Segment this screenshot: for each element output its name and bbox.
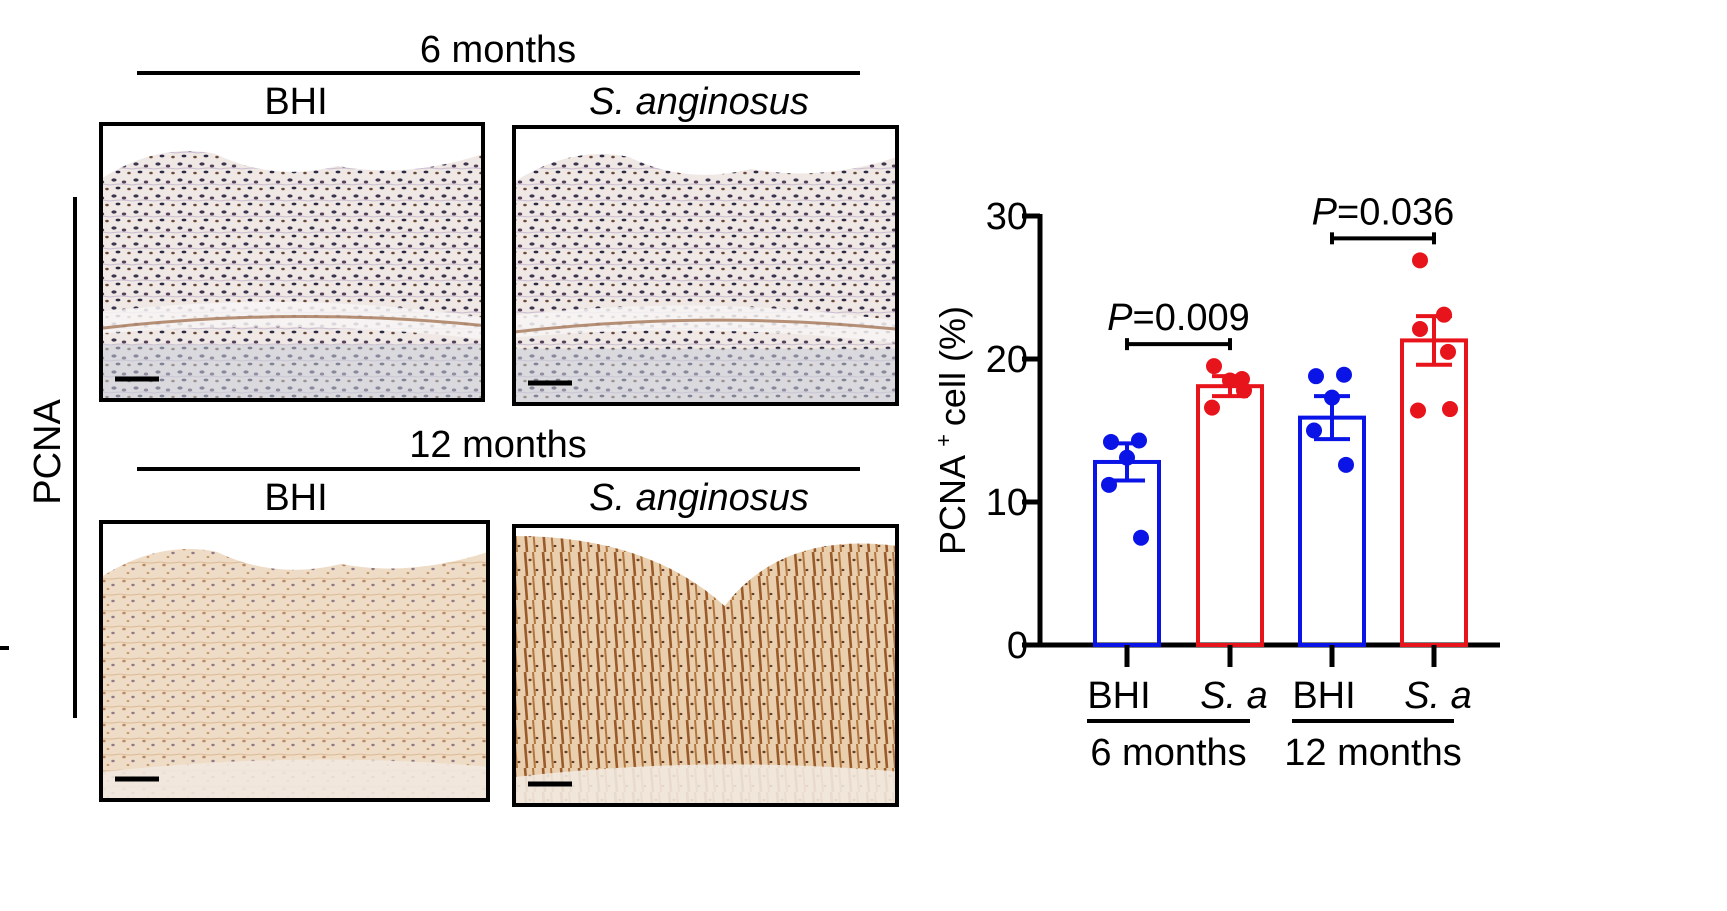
data-point — [1222, 372, 1238, 389]
data-point — [1410, 402, 1426, 419]
data-point — [1133, 529, 1149, 546]
data-point — [1412, 320, 1428, 337]
data-point — [1119, 449, 1135, 466]
bar — [1196, 384, 1264, 647]
x-tick-label: BHI — [1087, 675, 1150, 717]
column-label: BHI — [264, 477, 327, 519]
submucosa-band — [101, 759, 488, 800]
data-point — [1206, 358, 1222, 375]
p-value-label: P=0.036 — [1312, 191, 1455, 233]
micrograph-image — [99, 122, 485, 402]
data-point — [1308, 368, 1324, 385]
y-axis-label-suffix: cell (%) — [932, 306, 973, 426]
y-axis-label-main: PCNA — [932, 455, 973, 555]
p-value-label: P=0.009 — [1107, 297, 1250, 339]
micrograph-image — [512, 125, 899, 406]
x-tick-label: BHI — [1292, 675, 1355, 717]
lumen-area — [514, 526, 897, 606]
bar-chart: 0 10 20 30 PCNA + cell (%) BHI S. a BHI S. a 6 mont… — [931, 191, 1500, 774]
data-point — [1103, 433, 1119, 450]
muscle-line — [100, 314, 484, 330]
y-tick-label: 10 — [986, 482, 1028, 524]
data-point — [1412, 252, 1428, 269]
submucosa-band — [514, 764, 897, 805]
data-point — [1338, 456, 1354, 473]
y-tick-label: 0 — [1007, 625, 1028, 667]
p-value-number: =0.036 — [1337, 191, 1454, 233]
row-label-pcna: PCNA — [27, 399, 69, 505]
micrograph-image — [99, 520, 490, 802]
muscularis-layer — [514, 348, 897, 404]
column-label: S. anginosus — [589, 477, 809, 519]
column-label: BHI — [264, 81, 327, 123]
data-point — [1101, 476, 1117, 493]
micrograph-frame — [512, 125, 899, 406]
group-label: 12 months — [1284, 732, 1461, 774]
x-tick-label: S. a — [1200, 675, 1268, 717]
y-axis-label-superscript: + — [931, 434, 956, 447]
y-tick-label: 30 — [986, 196, 1028, 238]
lumen-area — [101, 522, 488, 577]
column-label: S. anginosus — [589, 81, 809, 123]
micrograph-image — [512, 524, 899, 807]
p-value-number: =0.009 — [1133, 297, 1250, 339]
y-tick-label: 20 — [986, 339, 1028, 381]
data-point — [1204, 399, 1220, 416]
data-point — [1131, 432, 1147, 449]
micrograph-frame — [512, 524, 899, 807]
p-value-prefix: P — [1312, 191, 1338, 233]
data-point — [1324, 389, 1340, 406]
data-point — [1236, 382, 1252, 399]
group-label: 6 months — [1090, 732, 1246, 774]
data-point — [1442, 401, 1458, 418]
group-label: 6 months — [420, 29, 576, 71]
data-point — [1336, 366, 1352, 383]
bar — [1400, 338, 1468, 647]
submucosa-band — [101, 301, 483, 340]
muscle-line — [513, 318, 898, 334]
x-tick-label: S. a — [1404, 675, 1472, 717]
submucosa-band — [514, 305, 897, 344]
data-point — [1306, 422, 1322, 439]
bar — [1298, 415, 1366, 647]
y-axis-label: PCNA + cell (%) — [931, 306, 973, 555]
lumen-area — [101, 124, 483, 179]
micrograph-frame — [99, 122, 485, 402]
data-point — [1436, 306, 1452, 323]
lumen-area — [514, 127, 897, 182]
muscularis-layer — [101, 344, 483, 400]
group-label: 12 months — [409, 424, 586, 466]
p-value-prefix: P — [1107, 297, 1133, 339]
data-point — [1440, 343, 1456, 360]
micrograph-frame — [99, 520, 490, 802]
